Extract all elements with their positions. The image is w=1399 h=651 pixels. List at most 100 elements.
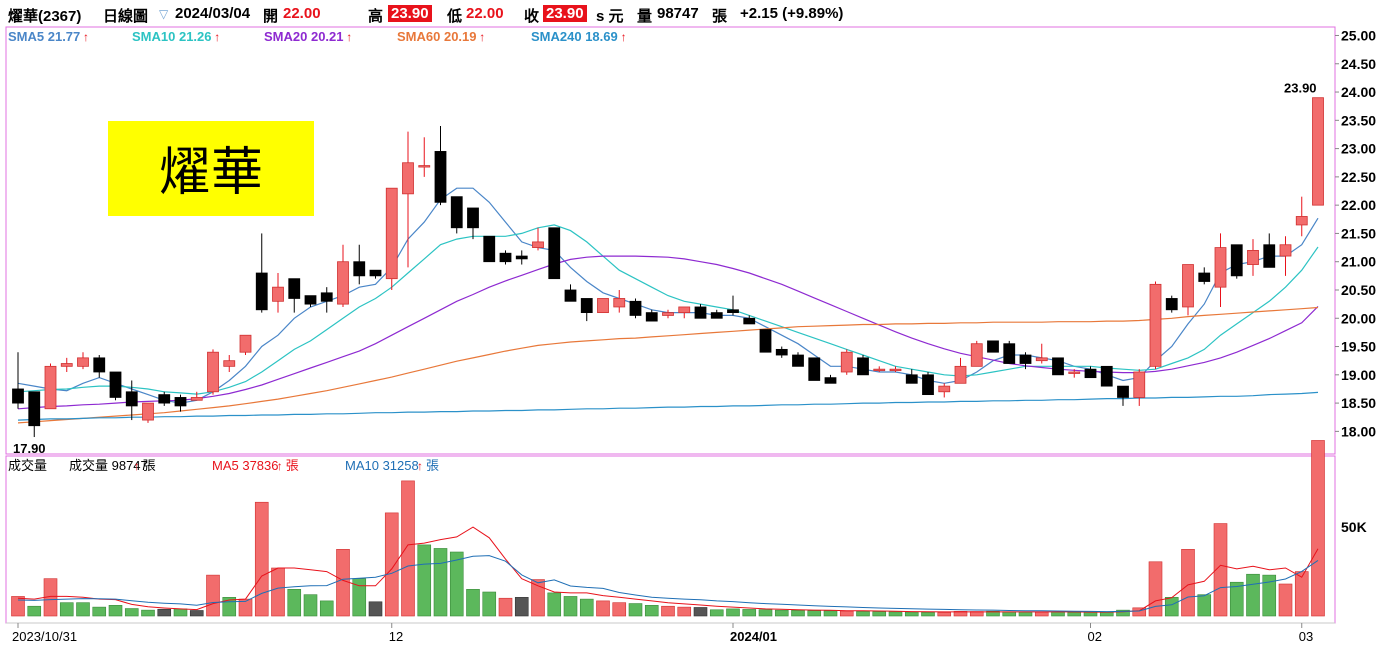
- candle: [1052, 357, 1064, 376]
- candle: [1312, 97, 1324, 206]
- candle: [467, 207, 479, 240]
- volume-bar: [774, 609, 789, 617]
- date-value: 2024/03/04: [175, 5, 251, 22]
- volume-bar: [271, 567, 285, 617]
- volume-unit: 張: [712, 8, 728, 25]
- volume-bar: [563, 596, 578, 617]
- candle: [77, 352, 89, 370]
- volume-title: 成交量: [8, 458, 47, 473]
- candle: [938, 383, 951, 398]
- candle: [190, 391, 203, 401]
- candle: [369, 269, 382, 279]
- candle: [905, 369, 918, 384]
- volume-bar: [791, 610, 805, 617]
- open-value: 22.00: [283, 5, 321, 22]
- price-tick-label: 18.00: [1341, 423, 1376, 439]
- candle: [1279, 236, 1292, 276]
- high-value: 23.90: [388, 5, 432, 22]
- date-tick-label: 02: [1088, 629, 1102, 644]
- volume-bar: [579, 598, 594, 617]
- volume-legend-unit: 張: [143, 458, 156, 473]
- volume-bar: [693, 607, 708, 617]
- candle: [1149, 281, 1162, 370]
- volume-bar: [596, 600, 610, 617]
- candle: [597, 298, 609, 314]
- price-tick-label: 20.00: [1341, 310, 1376, 326]
- date-axis: 2023/10/31 12 2024/01 02 03: [12, 623, 1313, 644]
- candle: [1003, 340, 1016, 364]
- volume-bar: [953, 611, 968, 617]
- volume-bar: [368, 601, 383, 617]
- up-arrow-icon: ↑: [83, 30, 89, 44]
- volume-bar: [189, 610, 204, 617]
- price-tick-label: 19.50: [1341, 339, 1376, 355]
- low-label: 低: [447, 8, 463, 25]
- candle: [418, 137, 431, 177]
- volume-bar: [839, 610, 854, 617]
- period-label[interactable]: 日線圖: [103, 8, 149, 25]
- candle: [987, 340, 999, 353]
- volume-bar: [124, 608, 139, 617]
- candle: [158, 391, 171, 406]
- volume-bar: [173, 608, 188, 617]
- volume-bar: [726, 608, 740, 617]
- candle: [223, 355, 236, 372]
- candle: [1230, 244, 1243, 279]
- up-arrow-icon: ↑: [621, 30, 627, 44]
- volume-bar: [59, 602, 74, 617]
- candle: [125, 380, 138, 421]
- volume-bar: [206, 574, 220, 617]
- volume-label: 量: [637, 8, 653, 25]
- candle: [548, 227, 561, 280]
- candle: [694, 304, 707, 319]
- candle: [1182, 264, 1194, 316]
- candle: [857, 355, 869, 376]
- volume-value: 98747: [657, 5, 699, 22]
- candle: [727, 295, 739, 316]
- up-arrow-icon: ↑: [417, 459, 423, 473]
- volume-bar: [1067, 611, 1082, 617]
- candle: [1084, 366, 1097, 379]
- up-arrow-icon: ↑: [134, 459, 140, 473]
- candle: [532, 227, 544, 251]
- annotations: 23.90 17.90: [13, 81, 1317, 456]
- high-label: 高: [368, 8, 384, 25]
- volume-bar: [1099, 611, 1114, 617]
- volume-bar: [254, 501, 269, 617]
- candle: [434, 125, 447, 206]
- volume-bar: [856, 611, 870, 617]
- volume-bar: [11, 596, 25, 617]
- price-tick-label: 21.50: [1341, 225, 1376, 241]
- candle: [662, 309, 674, 319]
- candle: [824, 374, 837, 384]
- header-bar: 燿華(2367) 日線圖 ▽ 2024/03/04 開 22.00 高 23.9…: [0, 0, 1399, 28]
- candle: [320, 287, 333, 313]
- candle: [613, 289, 626, 313]
- volume-bar: [1051, 611, 1065, 617]
- candle: [710, 309, 723, 319]
- candle: [353, 244, 366, 285]
- candle: [483, 235, 496, 263]
- dropdown-icon[interactable]: ▽: [159, 7, 169, 21]
- date-tick-label: 2024/01: [730, 629, 777, 644]
- volume-bar: [1181, 549, 1195, 617]
- volume-axis: 50K: [1341, 519, 1367, 535]
- candle: [645, 309, 658, 322]
- volume-bar: [1278, 583, 1293, 617]
- up-arrow-icon: ↑: [346, 30, 352, 44]
- volume-bar: [1083, 611, 1098, 617]
- date-tick-label: 03: [1299, 629, 1313, 644]
- watermark-box: [108, 121, 314, 216]
- volume-bar: [888, 611, 903, 617]
- candle: [174, 394, 187, 412]
- candle: [954, 357, 967, 384]
- volume-legend: 成交量 成交量 98747↑ 張 MA5 37836↑ 張 MA10 31258↑ 張: [8, 458, 439, 473]
- candle: [1263, 233, 1276, 268]
- candle: [207, 349, 219, 395]
- candle: [44, 363, 57, 410]
- sma-legend-item: SMA20 20.21: [264, 29, 344, 44]
- volume-legend-item: MA10 31258: [345, 458, 419, 473]
- candle: [450, 196, 463, 234]
- volume-bar: [823, 610, 838, 617]
- price-tick-label: 19.00: [1341, 367, 1376, 383]
